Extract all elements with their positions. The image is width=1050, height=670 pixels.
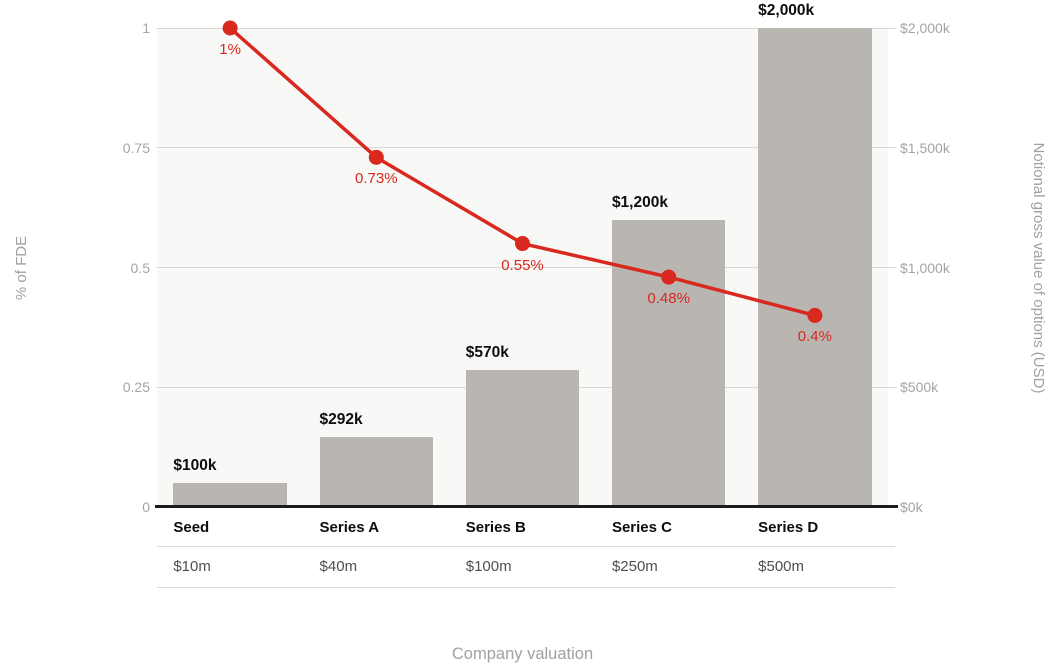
bar-series-c [611, 219, 726, 507]
bar-value-label: $2,000k [758, 2, 815, 19]
x-category-label: Series D [758, 519, 819, 536]
right-axis-tick-label: $0k [900, 499, 923, 515]
table-divider-top [157, 546, 895, 547]
bar-value-label: $100k [173, 457, 217, 475]
x-category-label: Series C [611, 519, 672, 536]
bar-value-label: $1,200k [611, 193, 668, 211]
line-point-label: 1% [219, 41, 241, 58]
left-axis-tick-label: 0 [142, 499, 150, 515]
right-axis-tick-label: $1,500k [900, 139, 950, 156]
x-category-label: Series B [465, 519, 526, 536]
x-category-label: Seed [173, 519, 210, 536]
bar-value-label: $292k [319, 411, 363, 429]
bar-seed [173, 483, 287, 507]
line-point-label: 0.55% [501, 256, 544, 274]
right-axis-tick-label: $2,000k [900, 20, 950, 36]
x-valuation-label: $40m [319, 558, 358, 575]
left-axis-tick-label: 0.25 [122, 379, 150, 396]
bar-value-label: $570k [465, 344, 509, 362]
line-point-label: 0.73% [355, 170, 398, 188]
left-axis-tick-label: 1 [142, 20, 150, 36]
right-axis-tick-label: $500k [900, 379, 939, 396]
x-axis-baseline [155, 505, 898, 508]
table-divider-bottom [157, 587, 895, 588]
x-valuation-label: $10m [173, 558, 211, 575]
line-point-label: 0.48% [647, 290, 690, 308]
left-axis-tick-label: 0.5 [130, 259, 150, 276]
x-valuation-label: $250m [611, 558, 658, 575]
x-axis-title: Company valuation [451, 645, 594, 663]
bar-series-d [758, 28, 872, 507]
left-axis-title: % of FDE [13, 235, 30, 301]
right-axis-tick-label: $1,000k [900, 259, 950, 276]
right-axis-title: Notional gross value of options (USD) [1030, 142, 1047, 394]
bar-series-a [319, 437, 434, 507]
x-category-label: Series A [319, 519, 380, 536]
left-axis-tick-label: 0.75 [122, 139, 150, 156]
x-valuation-label: $500m [758, 558, 805, 575]
bar-series-b [465, 370, 580, 507]
line-point-label: 0.4% [797, 328, 832, 346]
x-valuation-label: $100m [465, 558, 512, 575]
